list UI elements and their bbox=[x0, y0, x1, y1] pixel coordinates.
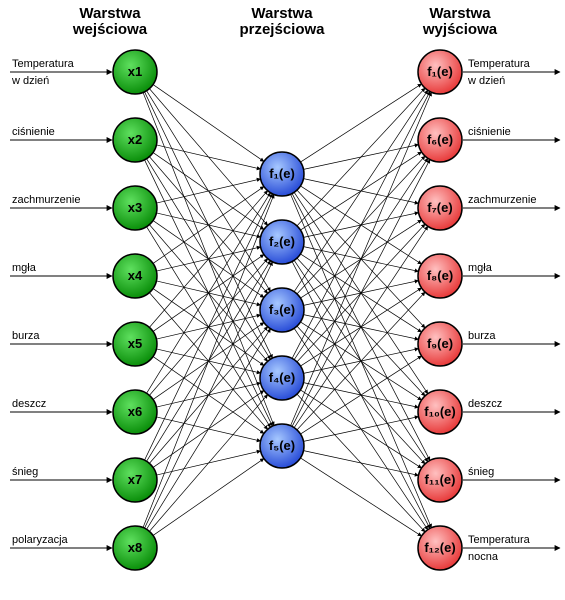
input-label: burza bbox=[12, 330, 40, 342]
node-label-x8: x8 bbox=[128, 540, 142, 555]
node-label-o4: f₈(e) bbox=[427, 268, 453, 283]
node-label-x5: x5 bbox=[128, 336, 142, 351]
edge-ho bbox=[300, 458, 421, 536]
header-output-2: wyjściowa bbox=[422, 21, 498, 38]
input-label: ciśnienie bbox=[12, 126, 55, 138]
node-label-x3: x3 bbox=[128, 200, 142, 215]
output-label: ciśnienie bbox=[468, 126, 511, 138]
edge-ih bbox=[145, 262, 273, 528]
node-label-h2: f₂(e) bbox=[269, 234, 295, 249]
output-layer: f₁(e) f₆(e) f₇(e) f₈(e) f₉(e) f₁₀(e) f₁₁(e) f₁₂… bbox=[418, 50, 462, 570]
edge-ho bbox=[300, 356, 421, 434]
node-label-h1: f₁(e) bbox=[269, 166, 295, 181]
edge-ih bbox=[143, 194, 274, 527]
node-label-x1: x1 bbox=[128, 64, 142, 79]
node-label-o5: f₉(e) bbox=[427, 336, 453, 351]
output-label: Temperatura bbox=[468, 58, 531, 70]
edge-ih bbox=[149, 191, 267, 328]
neural-network-diagram: WarstwawejściowaWarstwaprzejściowaWarstw… bbox=[0, 0, 565, 600]
output-external-arrows: Temperatura w dzień ciśnienie zachmurzenie m… bbox=[463, 58, 560, 563]
input-layer: x1 x2 x3 x4 x5 x6 x7 x8 bbox=[113, 50, 157, 570]
header-hidden-2: przejściowa bbox=[239, 21, 325, 38]
edge-ih bbox=[153, 459, 264, 536]
output-label: mgła bbox=[468, 262, 493, 274]
output-label: zachmurzenie bbox=[468, 194, 536, 206]
edge-ih bbox=[153, 85, 264, 162]
edge-ho bbox=[297, 88, 425, 226]
node-label-x6: x6 bbox=[128, 404, 142, 419]
node-label-o3: f₇(e) bbox=[427, 200, 452, 215]
node-label-x4: x4 bbox=[128, 268, 143, 283]
node-label-x2: x2 bbox=[128, 132, 142, 147]
node-label-x7: x7 bbox=[128, 472, 142, 487]
input-label: śnieg bbox=[12, 466, 38, 478]
edge-ho bbox=[300, 84, 421, 162]
input-label: deszcz bbox=[12, 398, 46, 410]
output-label: Temperatura bbox=[468, 534, 531, 546]
output-label-2: w dzień bbox=[467, 75, 505, 87]
header-input-1: Warstwa bbox=[79, 5, 141, 22]
edge-ih bbox=[147, 193, 271, 394]
header-hidden-1: Warstwa bbox=[251, 5, 313, 22]
edge-ih bbox=[153, 187, 264, 264]
input-label: mgła bbox=[12, 262, 37, 274]
edge-ih bbox=[147, 329, 271, 530]
node-label-o7: f₁₁(e) bbox=[425, 472, 456, 487]
node-label-h3: f₃(e) bbox=[269, 302, 295, 317]
output-label: deszcz bbox=[468, 398, 502, 410]
input-label: polaryzacja bbox=[12, 534, 69, 546]
output-label-2: nocna bbox=[468, 551, 499, 563]
edge-ho bbox=[294, 90, 428, 291]
header-output-1: Warstwa bbox=[429, 5, 491, 22]
edge-ho bbox=[294, 226, 428, 427]
input-label-2: w dzień bbox=[11, 75, 49, 87]
edges-input-hidden bbox=[143, 85, 274, 536]
edge-ho bbox=[292, 92, 430, 359]
node-label-o8: f₁₂(e) bbox=[424, 540, 455, 555]
header-input-2: wejściowa bbox=[72, 21, 148, 38]
layer-headers: WarstwawejściowaWarstwaprzejściowaWarstw… bbox=[72, 5, 498, 38]
edges-hidden-output bbox=[291, 84, 432, 536]
node-label-h4: f₄(e) bbox=[269, 370, 295, 385]
edge-ih bbox=[145, 194, 273, 460]
edge-ih bbox=[149, 395, 267, 532]
input-label: zachmurzenie bbox=[12, 194, 80, 206]
node-label-h5: f₅(e) bbox=[269, 438, 295, 453]
node-label-o2: f₆(e) bbox=[427, 132, 453, 147]
node-label-o1: f₁(e) bbox=[427, 64, 453, 79]
node-label-o6: f₁₀(e) bbox=[424, 404, 455, 419]
edge-ho bbox=[292, 160, 430, 427]
input-label: Temperatura bbox=[12, 58, 75, 70]
output-label: burza bbox=[468, 330, 496, 342]
output-label: śnieg bbox=[468, 466, 494, 478]
edge-ho bbox=[304, 417, 419, 442]
edge-ho bbox=[291, 92, 432, 425]
edge-ho bbox=[304, 451, 419, 476]
input-external-arrows: Temperatura w dzień ciśnienie zachmurzenie m… bbox=[10, 58, 112, 548]
